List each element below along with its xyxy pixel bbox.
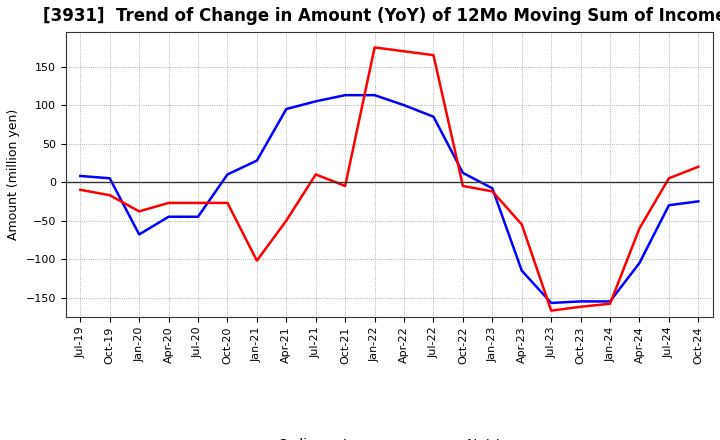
Net Income [576,304,585,309]
Ordinary Income [341,92,349,98]
Ordinary Income [547,301,556,306]
Ordinary Income [635,260,644,266]
Ordinary Income [606,299,614,304]
Ordinary Income [164,214,173,220]
Y-axis label: Amount (million yen): Amount (million yen) [7,109,20,240]
Ordinary Income [488,186,497,191]
Net Income [547,308,556,313]
Ordinary Income [694,199,703,204]
Net Income [694,164,703,169]
Net Income [459,183,467,189]
Ordinary Income [194,214,202,220]
Net Income [635,226,644,231]
Net Income [253,258,261,263]
Net Income [282,218,291,223]
Net Income [665,176,673,181]
Ordinary Income [459,170,467,176]
Net Income [76,187,85,192]
Ordinary Income [400,103,408,108]
Net Income [488,189,497,194]
Line: Net Income: Net Income [81,48,698,311]
Title: [3931]  Trend of Change in Amount (YoY) of 12Mo Moving Sum of Incomes: [3931] Trend of Change in Amount (YoY) o… [42,7,720,25]
Net Income [164,200,173,205]
Ordinary Income [312,99,320,104]
Net Income [135,209,143,214]
Ordinary Income [429,114,438,119]
Ordinary Income [76,173,85,179]
Net Income [194,200,202,205]
Net Income [312,172,320,177]
Ordinary Income [135,232,143,237]
Ordinary Income [223,172,232,177]
Ordinary Income [518,268,526,273]
Net Income [400,49,408,54]
Ordinary Income [370,92,379,98]
Line: Ordinary Income: Ordinary Income [81,95,698,303]
Ordinary Income [282,106,291,112]
Ordinary Income [105,176,114,181]
Ordinary Income [253,158,261,163]
Net Income [518,222,526,227]
Legend: Ordinary Income, Net Income: Ordinary Income, Net Income [226,433,552,440]
Net Income [105,193,114,198]
Ordinary Income [576,299,585,304]
Net Income [341,183,349,189]
Net Income [606,301,614,306]
Ordinary Income [665,202,673,208]
Net Income [429,52,438,58]
Net Income [370,45,379,50]
Net Income [223,200,232,205]
